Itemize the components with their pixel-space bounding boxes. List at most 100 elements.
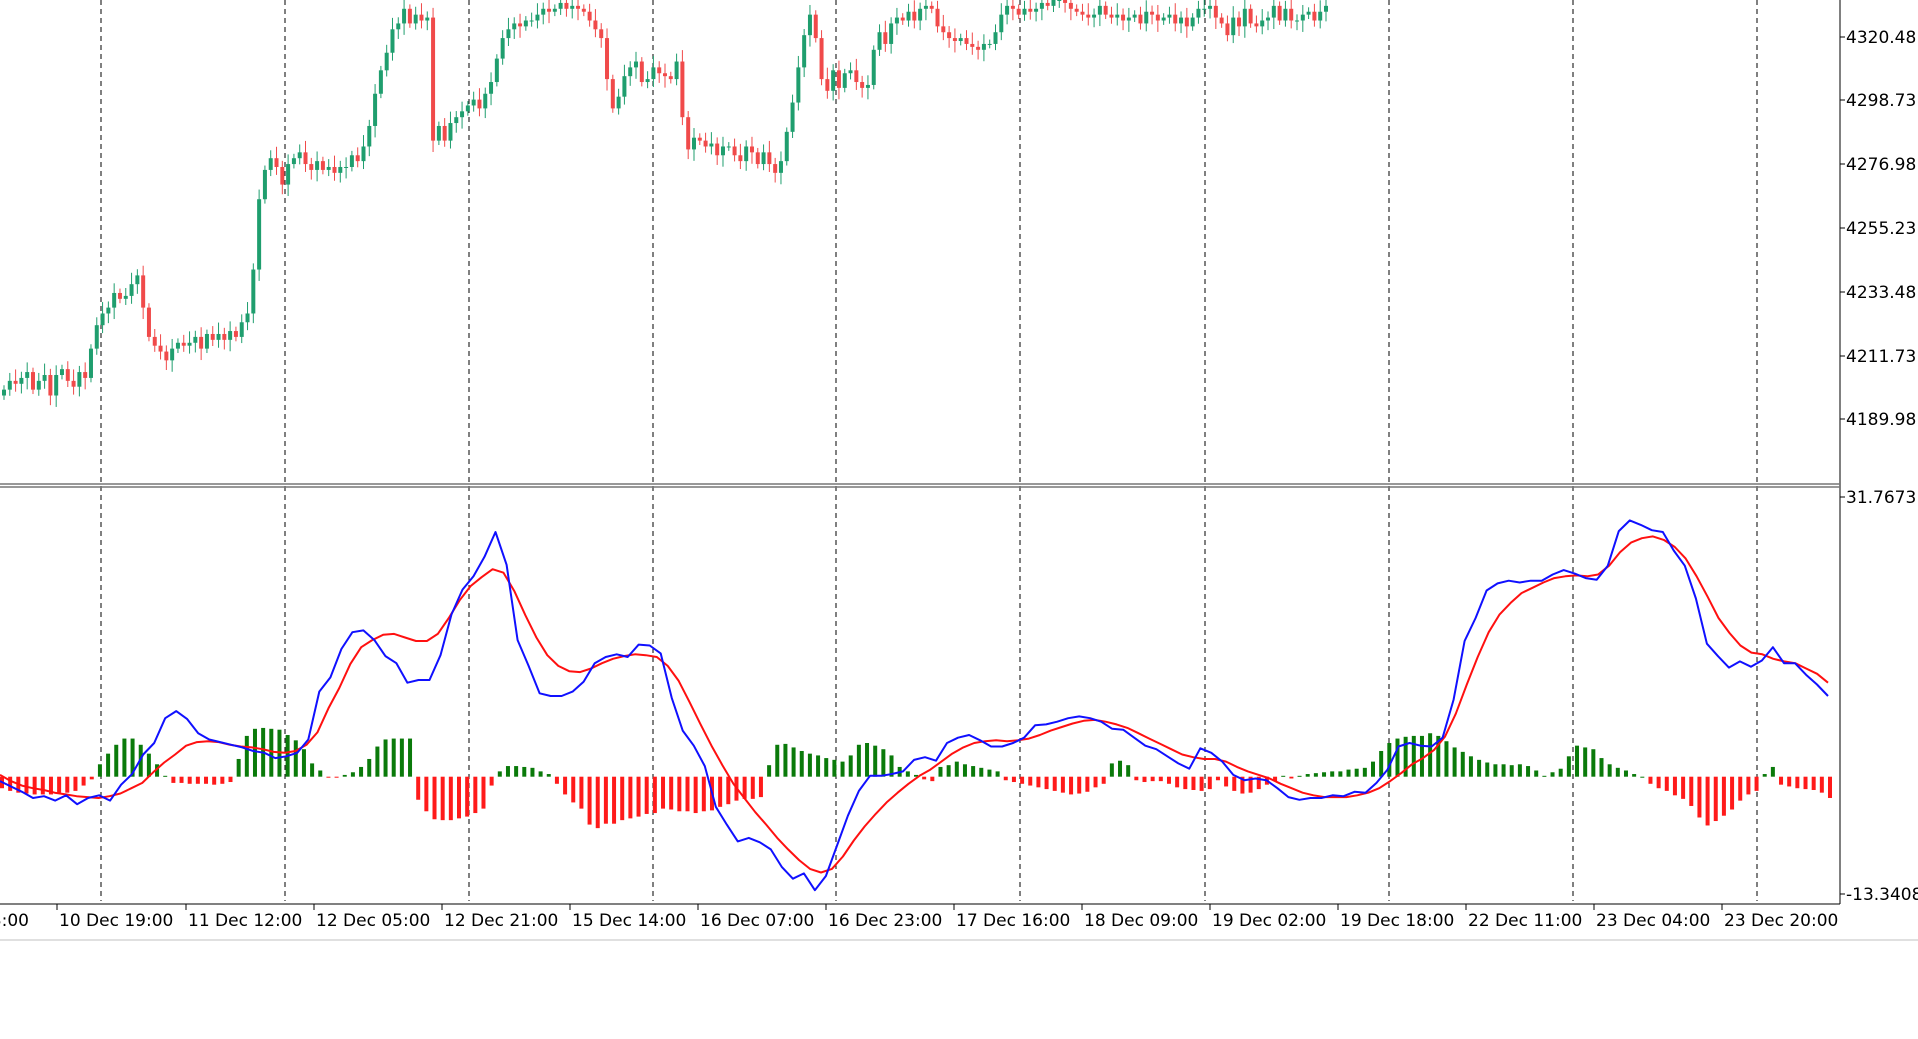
bear-candle bbox=[210, 333, 215, 340]
histogram-bar bbox=[587, 776, 592, 825]
bull-candle bbox=[77, 372, 82, 387]
histogram-bar bbox=[930, 776, 935, 782]
bear-candle bbox=[1277, 5, 1282, 21]
price-candles-pane[interactable] bbox=[2, 0, 1328, 407]
histogram-bar bbox=[301, 749, 306, 777]
histogram-bar bbox=[106, 753, 111, 777]
bull-candle bbox=[894, 17, 899, 24]
bull-candle bbox=[784, 131, 789, 162]
signal-line bbox=[0, 535, 1829, 874]
bull-candle bbox=[88, 348, 93, 378]
histogram-bar bbox=[840, 761, 845, 777]
histogram-bar bbox=[1664, 776, 1669, 791]
bull-candle bbox=[1005, 5, 1010, 15]
histogram-bar bbox=[530, 767, 535, 777]
bear-candle bbox=[813, 14, 818, 39]
histogram-bar bbox=[1256, 776, 1261, 790]
bull-candle bbox=[204, 333, 209, 349]
bear-candle bbox=[657, 67, 662, 74]
bull-candle bbox=[999, 14, 1004, 33]
bear-candle bbox=[1068, 2, 1073, 9]
histogram-bar bbox=[799, 750, 804, 777]
histogram-bar bbox=[1819, 776, 1824, 793]
histogram-bar bbox=[1672, 776, 1677, 796]
bull-candle bbox=[54, 374, 59, 396]
histogram-bar bbox=[1705, 776, 1710, 826]
bear-candle bbox=[1103, 5, 1108, 15]
histogram-bar bbox=[1362, 767, 1367, 777]
bear-candle bbox=[442, 125, 447, 141]
bear-candle bbox=[1150, 11, 1155, 15]
bear-candle bbox=[605, 38, 610, 80]
bear-candle bbox=[407, 8, 412, 24]
bear-candle bbox=[697, 137, 702, 141]
bull-candle bbox=[338, 166, 343, 173]
bull-candle bbox=[535, 14, 540, 21]
bull-candle bbox=[1132, 14, 1137, 18]
bear-candle bbox=[1248, 8, 1253, 24]
bull-candle bbox=[454, 117, 459, 124]
bull-candle bbox=[1039, 2, 1044, 9]
histogram-bar bbox=[1803, 776, 1808, 790]
histogram-bar bbox=[628, 776, 633, 819]
bear-candle bbox=[767, 152, 772, 165]
bear-candle bbox=[715, 143, 720, 156]
bear-candle bbox=[222, 333, 227, 340]
price-tick-label: 4298.73 bbox=[1846, 91, 1916, 111]
bull-candle bbox=[297, 152, 302, 159]
histogram-bar bbox=[807, 753, 812, 777]
bear-candle bbox=[274, 158, 279, 167]
histogram-bar bbox=[391, 738, 396, 777]
time-tick-label: 15 Dec 14:00 bbox=[572, 911, 686, 931]
histogram-bar bbox=[522, 766, 527, 777]
bear-candle bbox=[912, 11, 917, 21]
bear-candle bbox=[1184, 17, 1189, 27]
bull-candle bbox=[500, 38, 505, 59]
histogram-bar bbox=[636, 776, 641, 817]
bear-candle bbox=[576, 5, 581, 9]
bull-candle bbox=[1161, 17, 1166, 21]
histogram-bar bbox=[1330, 771, 1335, 777]
bear-candle bbox=[1016, 8, 1021, 15]
bull-candle bbox=[1283, 8, 1288, 21]
bull-candle bbox=[651, 67, 656, 80]
bull-candle bbox=[1196, 8, 1201, 18]
histogram-bar bbox=[1419, 735, 1424, 777]
bull-candle bbox=[622, 76, 627, 97]
histogram-bar bbox=[1199, 776, 1204, 791]
histogram-bar bbox=[8, 776, 13, 791]
histogram-bar bbox=[65, 776, 70, 793]
bull-candle bbox=[460, 111, 465, 118]
histogram-bar bbox=[269, 728, 274, 777]
bull-candle bbox=[552, 8, 557, 12]
histogram-bar bbox=[1452, 747, 1457, 777]
histogram-bar bbox=[114, 744, 119, 777]
bull-candle bbox=[1242, 8, 1247, 27]
bull-candle bbox=[1051, 0, 1056, 6]
histogram-bar bbox=[1150, 776, 1155, 782]
bear-candle bbox=[755, 152, 760, 165]
histogram-bar bbox=[57, 776, 62, 793]
bear-candle bbox=[587, 11, 592, 21]
histogram-bar bbox=[489, 776, 494, 786]
bull-candle bbox=[402, 8, 407, 24]
bear-candle bbox=[581, 8, 586, 12]
histogram-bar bbox=[204, 776, 209, 784]
bull-candle bbox=[315, 161, 320, 170]
histogram-bar bbox=[1371, 761, 1375, 777]
histogram-bar bbox=[1607, 764, 1612, 777]
bear-candle bbox=[825, 79, 830, 91]
histogram-bar bbox=[1713, 776, 1718, 822]
bull-candle bbox=[384, 52, 389, 71]
bear-candle bbox=[935, 8, 940, 27]
bull-candle bbox=[1324, 5, 1328, 12]
histogram-bar bbox=[350, 772, 355, 777]
macd-lines bbox=[0, 519, 1829, 892]
time-tick-label: 12 Dec 21:00 bbox=[444, 911, 558, 931]
price-tick-label: 4189.98 bbox=[1846, 410, 1916, 430]
bull-candle bbox=[906, 11, 911, 21]
bull-candle bbox=[987, 43, 992, 45]
time-tick-label: 18 Dec 09:00 bbox=[1084, 911, 1198, 931]
bull-candle bbox=[361, 146, 366, 162]
